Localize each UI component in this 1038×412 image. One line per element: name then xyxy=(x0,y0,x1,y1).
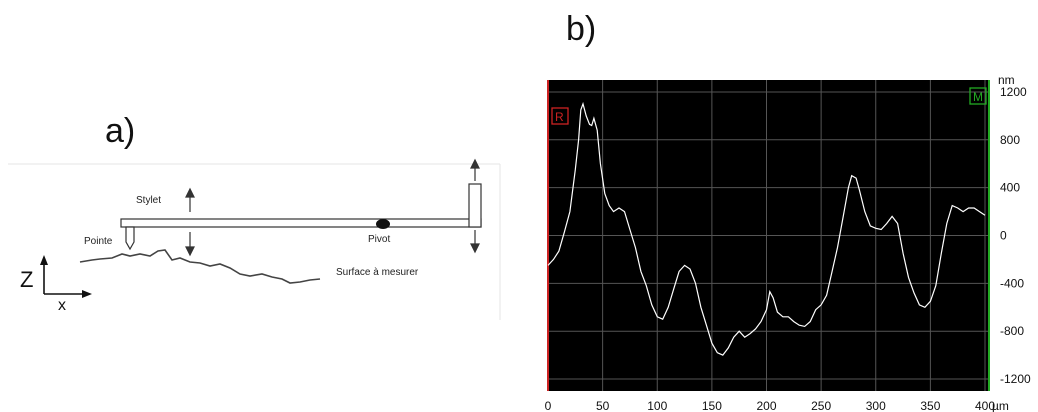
r-marker xyxy=(551,107,569,125)
x-tick-label: 200 xyxy=(756,399,776,412)
y-tick-label: 800 xyxy=(1000,133,1020,147)
arrow-up-stylet xyxy=(185,187,195,212)
grid xyxy=(548,80,989,391)
x-tick-label: 250 xyxy=(811,399,831,412)
y-tick-label: 1200 xyxy=(1000,85,1027,99)
x-tick-label: 50 xyxy=(596,399,610,412)
pivot-dot xyxy=(376,219,390,229)
pointe-tip xyxy=(125,226,135,251)
y-tick-labels: 1200 800 400 0 -400 -800 -1200 xyxy=(1000,85,1031,386)
arrow-down-upright xyxy=(470,230,480,254)
stylet-arm xyxy=(120,218,482,228)
panel-b-label: b) xyxy=(566,10,597,48)
pointe-label: Pointe xyxy=(84,236,113,247)
x-tick-label: 100 xyxy=(647,399,667,412)
y-tick-label: 400 xyxy=(1000,181,1020,195)
surface-profile xyxy=(79,249,321,284)
z-axis-label: Z xyxy=(20,267,33,292)
profile-series-line xyxy=(547,101,986,356)
m-marker-text: M xyxy=(973,90,983,104)
y-tick-label: -400 xyxy=(1000,276,1024,290)
pivot-label: Pivot xyxy=(368,234,390,245)
r-marker-text: R xyxy=(555,110,564,124)
arrow-down-stylet xyxy=(185,232,195,257)
y-unit-label: nm xyxy=(998,73,1015,87)
x-unit-label: µm xyxy=(992,399,1009,412)
x-tick-labels: 0 50 100 150 200 250 300 350 400 xyxy=(545,399,996,412)
profile-chart: R M 1200 800 400 0 -400 -800 -1200 0 50 100 150 20… xyxy=(545,73,1031,412)
axis-indicator: Z x xyxy=(20,255,92,314)
panel-a-label: a) xyxy=(105,112,136,150)
x-tick-label: 150 xyxy=(702,399,722,412)
profilometer-diagram: Stylet Pointe Pivot Surface à mesurer Z … xyxy=(8,158,501,320)
y-tick-label: -1200 xyxy=(1000,372,1031,386)
x-tick-label: 300 xyxy=(866,399,886,412)
surface-label: Surface à mesurer xyxy=(336,267,419,278)
x-tick-label: 0 xyxy=(545,399,552,412)
stylet-upright xyxy=(468,183,482,228)
x-axis-label: x xyxy=(58,297,66,314)
x-tick-label: 350 xyxy=(920,399,940,412)
arrow-up-upright xyxy=(470,158,480,181)
stylet-label: Stylet xyxy=(136,195,161,206)
x-tick-label: 400 xyxy=(975,399,995,412)
y-tick-label: -800 xyxy=(1000,324,1024,338)
m-marker xyxy=(969,87,987,105)
y-tick-label: 0 xyxy=(1000,229,1007,243)
